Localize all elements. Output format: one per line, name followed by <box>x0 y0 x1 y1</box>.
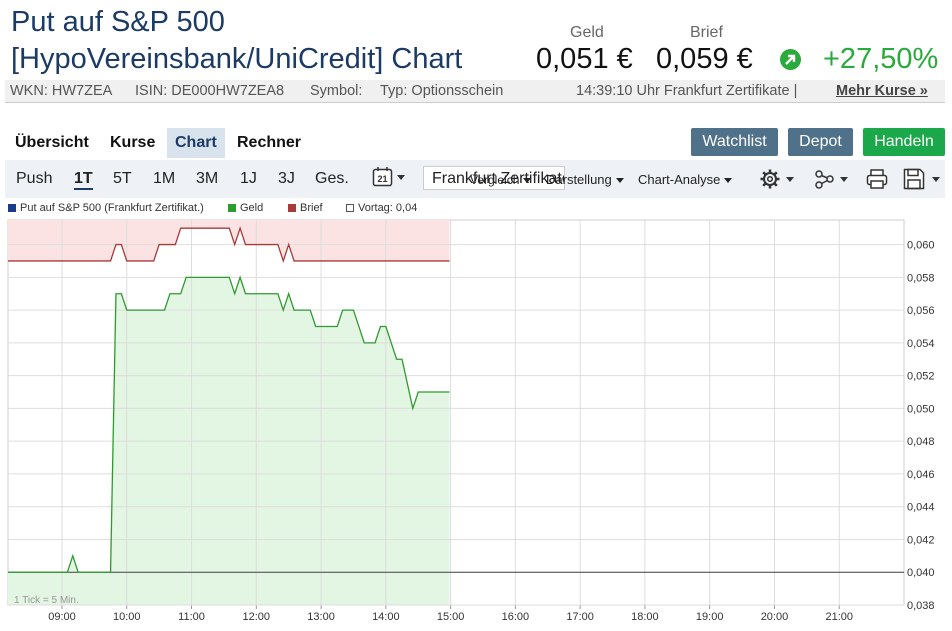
legend-series: Put auf S&P 500 (Frankfurt Zertifikat.) <box>8 202 204 214</box>
x-tick-label: 18:00 <box>631 611 659 623</box>
gear-icon[interactable] <box>760 168 796 195</box>
y-tick-label: 0,044 <box>907 502 935 514</box>
depot-button[interactable]: Depot <box>788 128 853 156</box>
arrow-up-right-icon <box>780 49 801 70</box>
y-tick-label: 0,040 <box>907 567 935 579</box>
typ-text: Typ: Optionsschein <box>380 83 504 99</box>
range-5t[interactable]: 5T <box>113 170 132 187</box>
change-percent: +27,50% <box>823 43 939 75</box>
svg-text:21: 21 <box>377 174 387 184</box>
wkn-text: WKN: HW7ZEA <box>10 83 113 99</box>
x-tick-label: 19:00 <box>696 611 724 623</box>
save-icon[interactable] <box>903 168 943 195</box>
tab-chart[interactable]: Chart <box>167 128 225 158</box>
geld-label: Geld <box>570 24 604 41</box>
y-tick-label: 0,038 <box>907 600 935 612</box>
range-1m[interactable]: 1M <box>153 170 176 187</box>
handeln-button[interactable]: Handeln <box>863 128 945 156</box>
darstellung-dropdown[interactable]: Darstellung <box>546 172 624 187</box>
y-tick-label: 0,052 <box>907 371 935 383</box>
y-tick-label: 0,058 <box>907 272 935 284</box>
range-1t[interactable]: 1T <box>74 170 93 190</box>
y-tick-label: 0,048 <box>907 436 935 448</box>
chart-analyse-dropdown[interactable]: Chart-Analyse <box>638 172 732 187</box>
x-tick-label: 10:00 <box>113 611 141 623</box>
x-tick-label: 16:00 <box>502 611 530 623</box>
legend-geld: Geld <box>228 202 263 214</box>
tick-note: 1 Tick = 5 Min. <box>14 595 79 606</box>
more-prices-link[interactable]: Mehr Kurse » <box>836 83 928 99</box>
x-tick-label: 13:00 <box>307 611 335 623</box>
legend-vortag: Vortag: 0,04 <box>346 202 417 214</box>
vergleich-dropdown[interactable]: Vergleich <box>470 173 531 187</box>
price-chart: 09:00 10:00 11:00 12:00 13:00 14:00 15:00 16:00… <box>7 219 935 623</box>
time-text: 14:39:10 Uhr Frankfurt Zertifikate | <box>576 83 798 99</box>
range-ges[interactable]: Ges. <box>315 170 349 187</box>
brief-value: 0,059 € <box>656 43 753 75</box>
tab-rechner[interactable]: Rechner <box>237 134 302 151</box>
x-tick-label: 14:00 <box>372 611 400 623</box>
y-tick-label: 0,060 <box>907 240 935 252</box>
range-push[interactable]: Push <box>16 170 53 187</box>
isin-text: ISIN: DE000HW7ZEA8 <box>135 83 285 99</box>
y-tick-label: 0,050 <box>907 403 935 415</box>
print-icon[interactable] <box>866 168 888 195</box>
tab-kurse[interactable]: Kurse <box>110 134 156 151</box>
info-bar: WKN: HW7ZEA ISIN: DE000HW7ZEA8 Symbol: T… <box>5 80 945 103</box>
x-tick-label: 21:00 <box>825 611 853 623</box>
page-title: Put auf S&P 500 [HypoVereinsbank/UniCred… <box>11 4 462 78</box>
title-line-1: Put auf S&P 500 <box>11 6 225 38</box>
share-icon[interactable] <box>814 168 850 195</box>
y-tick-label: 0,056 <box>907 305 935 317</box>
x-tick-label: 20:00 <box>761 611 789 623</box>
series-line-geld <box>8 275 450 573</box>
geld-value: 0,051 € <box>536 43 633 75</box>
range-3j[interactable]: 3J <box>278 170 295 187</box>
calendar-icon[interactable]: 21 <box>372 166 406 193</box>
brief-label: Brief <box>690 24 723 41</box>
y-tick-label: 0,042 <box>907 534 935 546</box>
tab-uebersicht[interactable]: Übersicht <box>15 134 89 151</box>
legend-brief: Brief <box>288 202 323 214</box>
series-line-brief <box>8 226 450 264</box>
range-3m[interactable]: 3M <box>196 170 219 187</box>
symbol-text: Symbol: <box>310 83 363 99</box>
x-tick-label: 17:00 <box>566 611 594 623</box>
x-tick-label: 15:00 <box>437 611 465 623</box>
x-tick-label: 11:00 <box>178 611 205 623</box>
range-1j[interactable]: 1J <box>240 170 257 187</box>
title-line-2: [HypoVereinsbank/UniCredit] Chart <box>11 43 463 75</box>
y-tick-label: 0,054 <box>907 338 935 350</box>
y-tick-label: 0,046 <box>907 469 935 481</box>
watchlist-button[interactable]: Watchlist <box>691 128 778 156</box>
x-tick-label: 09:00 <box>48 611 76 623</box>
x-tick-label: 12:00 <box>243 611 271 623</box>
chart-toolbar: Push 1T 5T 1M 3M 1J 3J Ges. 21 Frankfurt… <box>5 160 945 198</box>
series-fill-brief <box>8 220 450 261</box>
